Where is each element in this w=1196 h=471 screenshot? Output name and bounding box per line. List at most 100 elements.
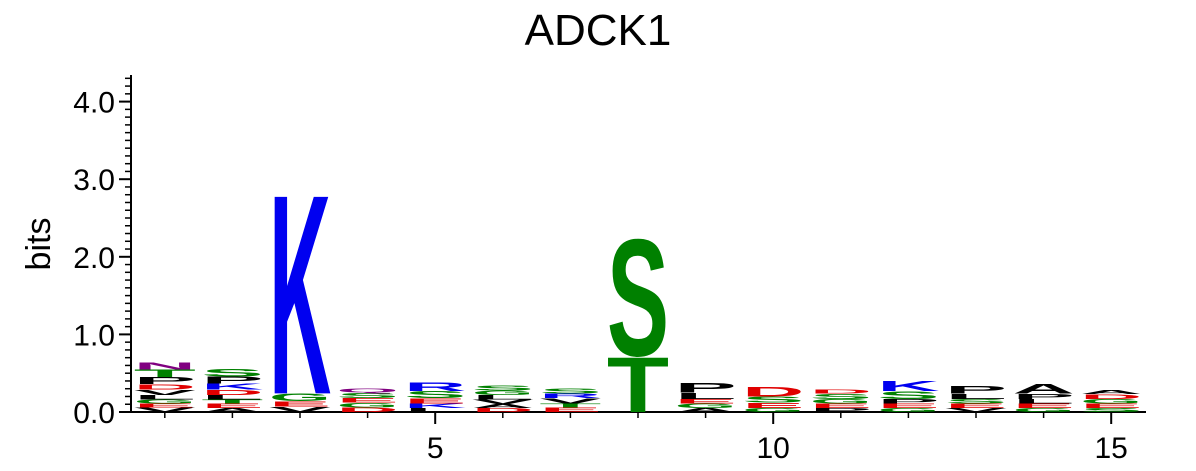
logo-letter-p: P [945,384,1007,396]
logo-letter-s: S [539,387,601,395]
logo-letter-a: A [201,407,263,413]
logo-letter-k: K [877,378,940,395]
logo-letter-r: R [404,380,466,393]
logo-letter-s: S [337,391,399,399]
y-tick-label: 0.0 [73,397,115,430]
logo-column: TS [607,205,669,430]
logo-letter-v: V [134,388,196,396]
logo-letter-a: A [675,407,737,413]
logo-letter-s: S [1080,407,1142,413]
logo-letter-n: N [134,361,196,372]
logo-letter-g: G [1080,398,1142,405]
logo-letter-e: E [269,400,331,408]
logo-letter-g: G [134,399,196,405]
logo-letter-e: E [1080,402,1142,409]
logo-letter-e: E [945,402,1007,409]
logo-letter-a: A [472,403,534,409]
y-tick-label: 3.0 [73,164,115,197]
logo-letter-g: G [1013,407,1075,413]
logo-letter-a: A [1080,389,1142,395]
logo-letter-k: K [404,402,466,409]
logo-letter-v: V [539,397,601,405]
logo-letter-l: L [134,394,196,401]
logo-letter-t: T [539,403,601,409]
x-axis-ticks: 5 10 15 [164,412,1128,465]
logo-letter-l: L [404,407,466,413]
logo-letter-g: G [472,389,534,396]
logo-letter-g: G [810,398,872,405]
logo-letter-v: V [134,406,196,413]
logo-letter-p: P [201,375,263,386]
logo-letter-p: P [675,380,737,396]
logo-letter-t: T [201,399,263,405]
logo-letter-d: D [201,388,263,396]
logo-letter-s: S [877,389,939,401]
logo-letter-e: E [742,401,804,409]
logo-letter-s: S [607,205,669,391]
logo-letter-g: G [269,392,331,404]
logo-letter-l: L [472,394,534,401]
x-tick-label: 5 [427,432,444,465]
logo-letter-l: L [675,391,737,401]
logo-letter-v: V [472,398,534,405]
logo-letter-g: G [742,407,804,413]
logo-letter-l: L [945,392,1007,400]
logo-letter-e: E [134,402,196,408]
logo-letter-e: E [539,406,601,413]
logo-letter-s: S [742,395,804,405]
logo-letter-e: E [337,397,399,404]
logo-letter-e: E [1013,402,1075,409]
logo-letter-d: D [810,389,872,395]
logo-letter-k: K [201,382,263,392]
logo-letter-e: E [877,402,939,409]
logo-letter-d: D [472,407,534,413]
logo-letter-v: V [269,405,331,413]
logo-letter-g: G [877,407,939,413]
logo-letter-d: D [1080,393,1142,400]
logo-letter-s: S [810,392,872,400]
y-tick-label: 1.0 [73,319,115,352]
logo-letter-q: Q [337,388,399,394]
logo-letter-e: E [201,402,263,409]
logo-letter-t: T [134,367,196,379]
logo-letter-d: D [337,406,399,413]
logo-letter-d: D [134,383,196,391]
y-tick-label: 4.0 [73,87,115,120]
logo-letter-e: E [404,397,466,405]
logo-letter-l: L [1013,398,1075,405]
logo-letter-a: A [1012,381,1074,397]
logo-letter-g: G [675,402,737,409]
y-axis-ticks: 0.0 1.0 2.0 3.0 4.0 [73,77,131,430]
y-axis-label: bits [20,218,58,271]
logo-letter-p: P [810,407,872,413]
logo-letter-s: S [201,367,263,379]
logo-letter-r: R [539,392,601,399]
logo-letter-g: G [337,402,399,409]
logo-letter-p: P [877,398,939,405]
chart-title: ADCK1 [524,6,672,55]
logo-letter-s: S [945,398,1007,405]
logo-letter-p: P [1013,392,1075,400]
logo-letter-e: E [675,398,737,405]
logo-letter-v: V [945,407,1007,413]
x-tick-label: 10 [757,432,790,465]
logo-letter-s: S [404,389,466,400]
x-tick-label: 15 [1095,432,1128,465]
logo-letter-p: P [134,375,196,386]
logo-letter-d: D [742,384,804,400]
